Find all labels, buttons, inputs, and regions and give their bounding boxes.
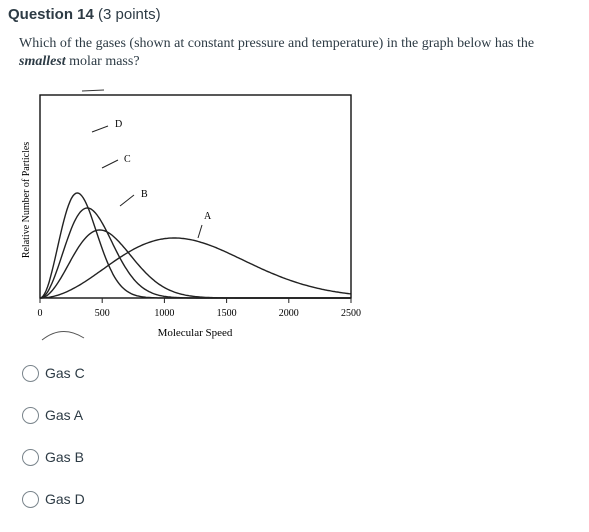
- y-axis-label: Relative Number of Particles: [21, 142, 32, 258]
- series-leader-line: [197, 224, 203, 239]
- top-tick-mark: [81, 89, 105, 92]
- x-tick-label: 0: [38, 308, 43, 319]
- x-tick-label: 2500: [341, 308, 361, 319]
- answer-option[interactable]: Gas D: [22, 488, 85, 510]
- question-text-after: molar mass?: [69, 54, 140, 69]
- x-tick-label: 1000: [154, 308, 174, 319]
- series-leader-line: [91, 125, 109, 133]
- answer-option[interactable]: Gas C: [22, 362, 85, 384]
- answer-label[interactable]: Gas C: [45, 365, 85, 381]
- question-text-before: Which of the gases (shown at constant pr…: [19, 36, 535, 51]
- radio-button[interactable]: [22, 364, 39, 382]
- answer-label[interactable]: Gas B: [45, 449, 84, 465]
- x-tick-label: 2000: [279, 308, 299, 319]
- series-curve-b: [39, 229, 351, 299]
- radio-button[interactable]: [22, 448, 39, 466]
- radio-button[interactable]: [22, 490, 39, 508]
- x-tick-label: 1500: [217, 308, 237, 319]
- bottom-arc-mark: [41, 331, 85, 341]
- question-text-emphasis: smallest: [19, 54, 66, 69]
- answer-option[interactable]: Gas A: [22, 404, 83, 426]
- x-axis-label: Molecular Speed: [158, 327, 233, 339]
- series-curve-a: [40, 237, 351, 299]
- series-leader-line: [101, 159, 119, 169]
- series-label-c: C: [124, 154, 131, 165]
- plot-frame: [39, 94, 352, 299]
- series-label-a: A: [204, 211, 212, 222]
- question-points: (3 points): [98, 6, 161, 23]
- radio-button[interactable]: [22, 406, 39, 424]
- series-leader-line: [119, 194, 135, 207]
- question-header: Question 14 (3 points): [8, 6, 161, 23]
- x-tick-label: 500: [95, 308, 110, 319]
- answer-option[interactable]: Gas B: [22, 446, 84, 468]
- question-number: Question 14: [8, 6, 94, 23]
- series-label-d: D: [115, 119, 122, 130]
- series-label-b: B: [141, 189, 148, 200]
- question-text: Which of the gases (shown at constant pr…: [19, 35, 579, 71]
- speed-distribution-chart: 0 500 1000 1500 2000 2500 D C B A Molecular Spee…: [21, 89, 361, 341]
- answer-label[interactable]: Gas D: [45, 491, 85, 507]
- answer-label[interactable]: Gas A: [45, 407, 84, 423]
